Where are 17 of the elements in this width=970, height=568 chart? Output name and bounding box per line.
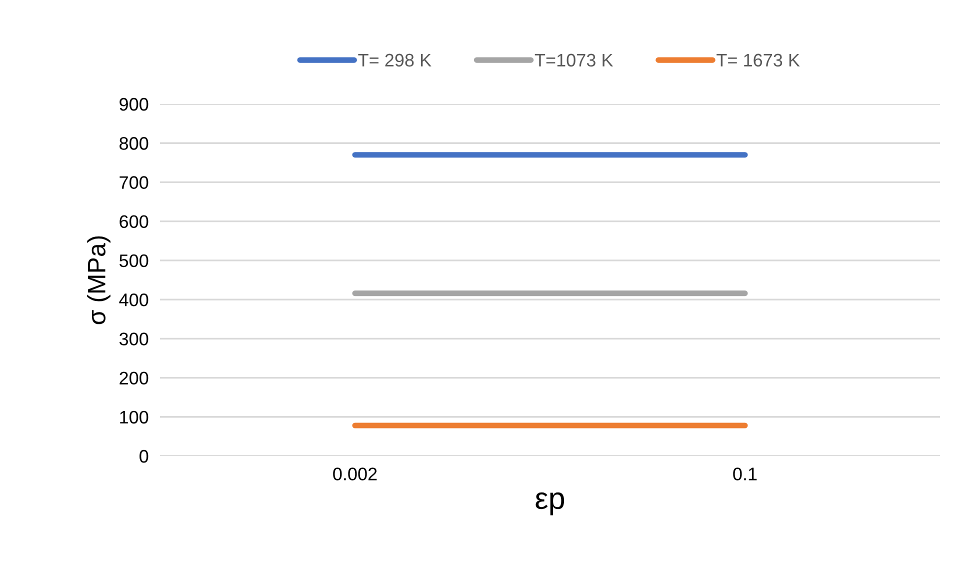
- x-tick-label: 0.002: [333, 468, 377, 480]
- legend-label: T= 1673 K: [716, 54, 800, 67]
- legend-label: T= 298 K: [358, 54, 432, 67]
- x-axis-title: εp: [536, 492, 564, 516]
- y-tick-label: 200: [120, 372, 148, 384]
- y-tick-label: 300: [119, 332, 148, 346]
- x-tick-label: 0.1: [733, 468, 757, 480]
- y-tick-label: 0: [140, 450, 148, 463]
- y-tick-label: 700: [120, 176, 148, 189]
- y-tick-label: 800: [120, 137, 148, 150]
- y-axis-title: σ (MPa): [87, 236, 110, 324]
- legend-label: T=1073 K: [534, 54, 614, 67]
- y-tick-label: 400: [119, 293, 148, 306]
- y-tick-label: 500: [119, 254, 148, 268]
- y-tick-label: 100: [120, 410, 148, 424]
- y-tick-label: 600: [120, 215, 148, 228]
- y-tick-label: 900: [120, 98, 148, 111]
